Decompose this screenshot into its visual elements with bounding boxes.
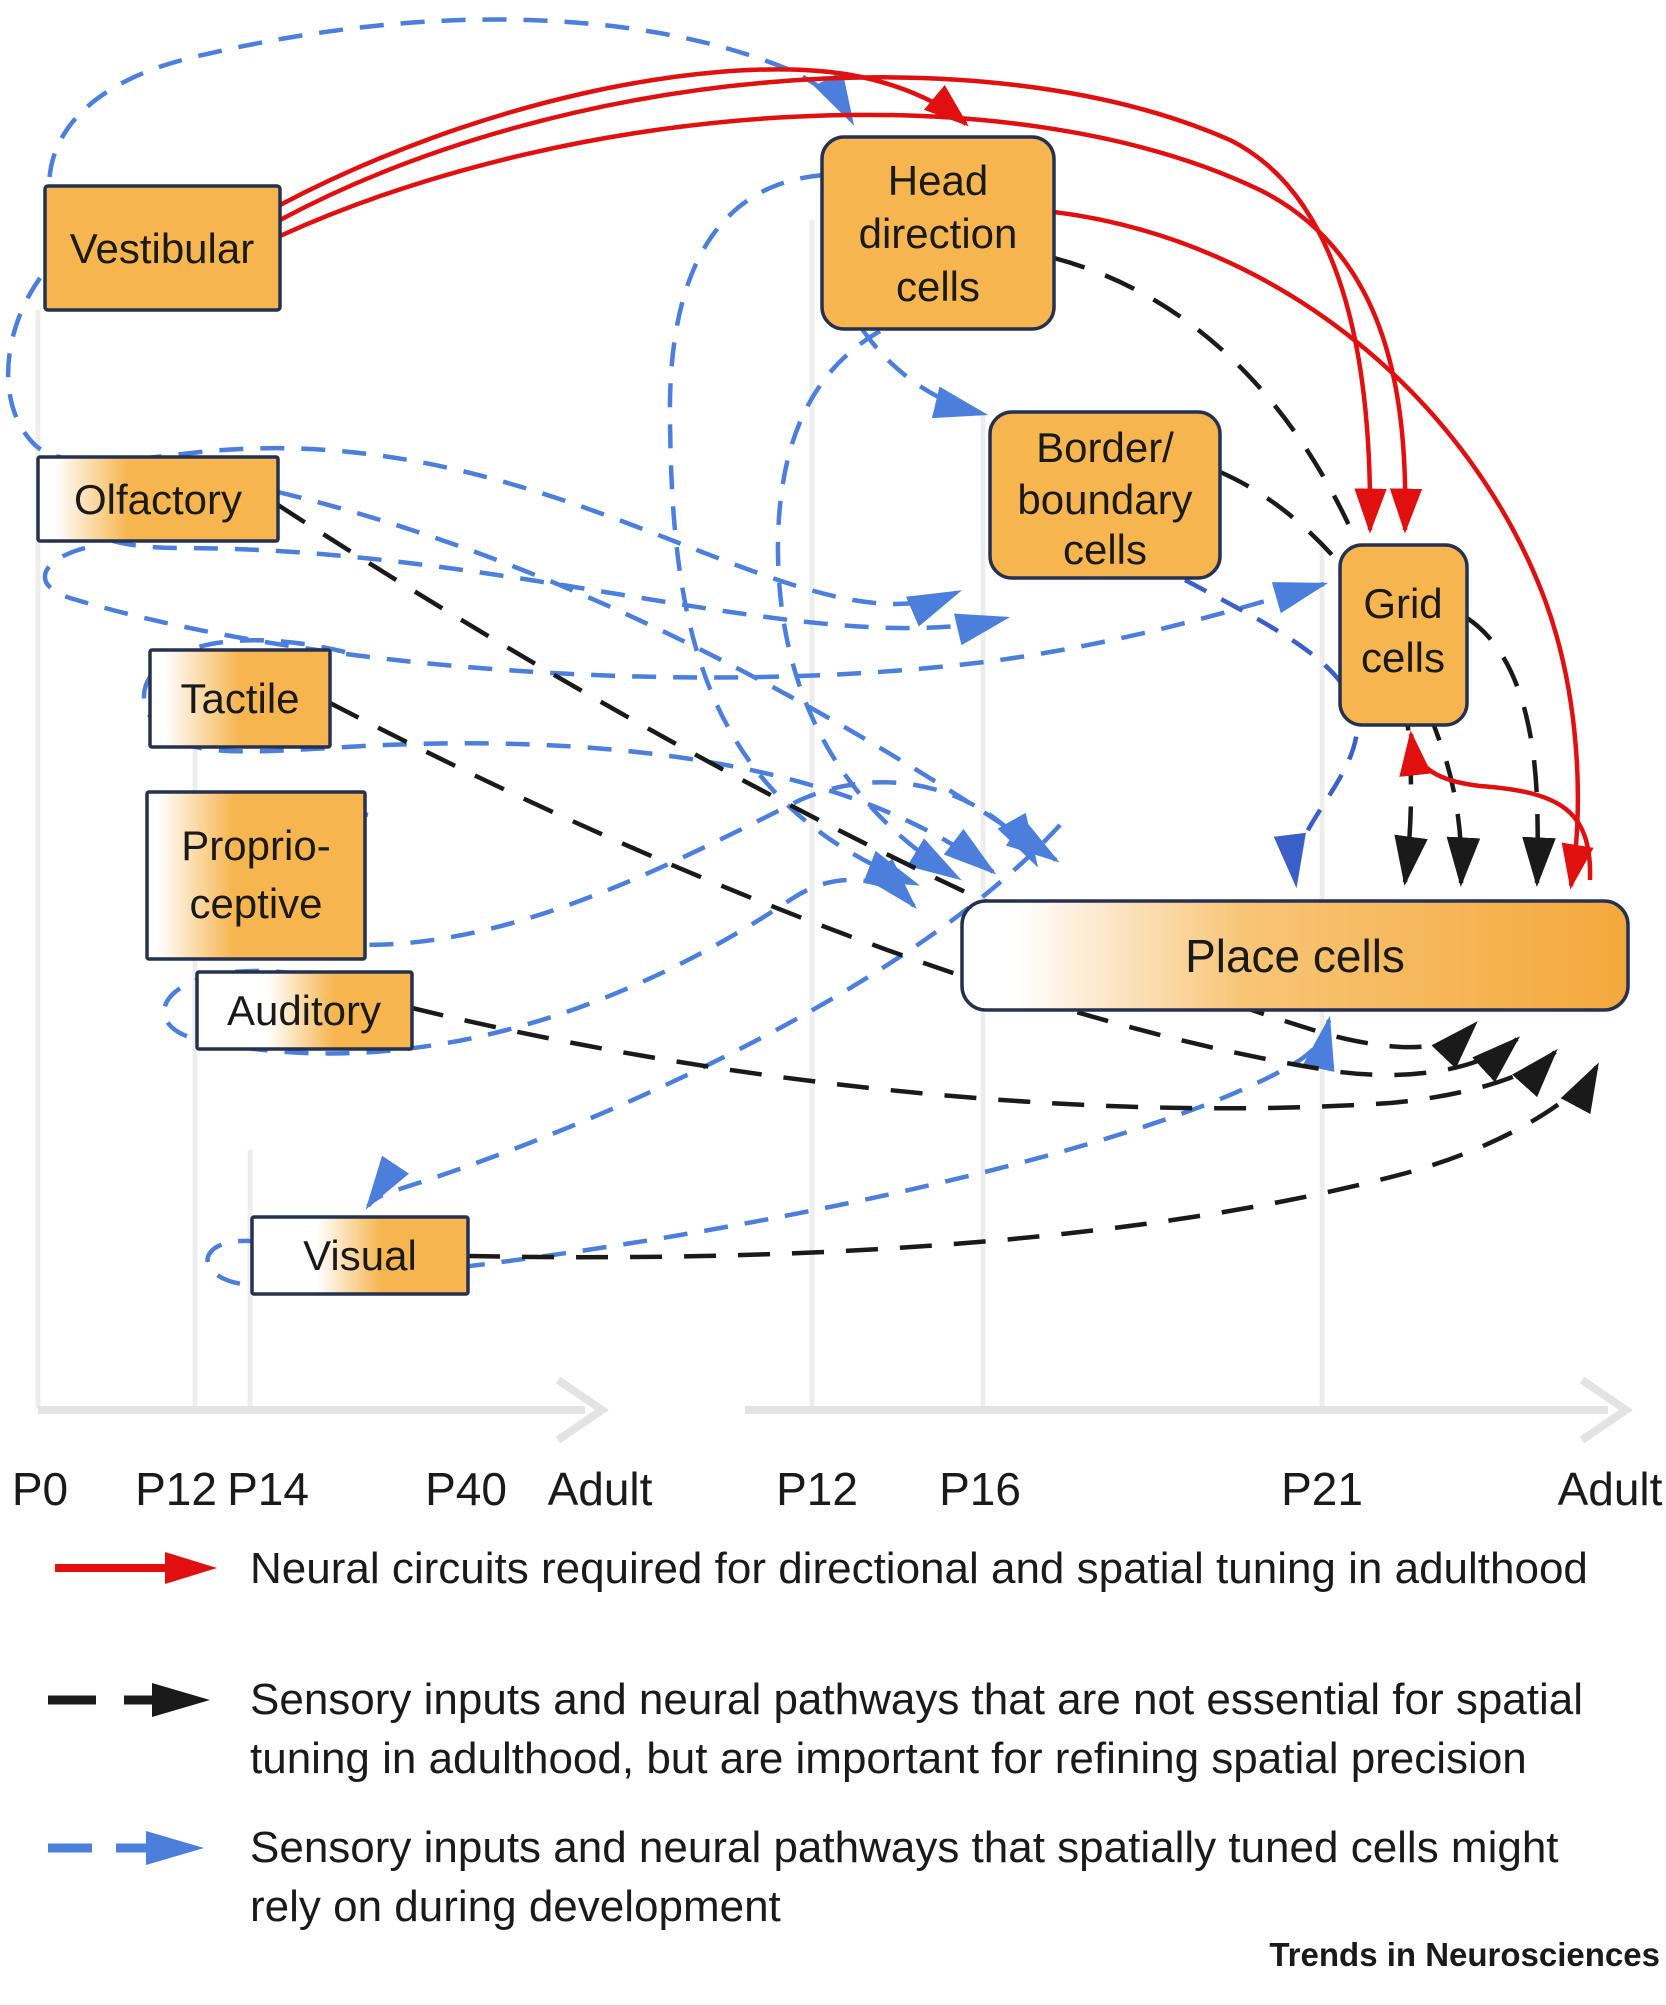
blue-path-proprioceptive-to-place	[168, 779, 1039, 948]
black-path-tactile-to-place	[328, 701, 1520, 1083]
right-axis-label-adult: Adult	[1558, 1463, 1663, 1515]
black-path-border-boundary-to-place	[1219, 469, 1481, 887]
blue-path-head-direction-to-border-boundary	[860, 327, 989, 419]
red-path-vestibular-to-grid-1	[278, 75, 1387, 534]
blue-path-auditory-to-place	[162, 858, 917, 1056]
black-path-auditory-to-place	[411, 1005, 1558, 1111]
legend-red-arrow-icon	[55, 1552, 217, 1584]
olfactory-box	[36, 455, 280, 543]
blue-path-vestibular-to-head-direction	[46, 17, 855, 257]
blue-path-olfactory-to-border-boundary	[70, 467, 1011, 646]
place-box	[960, 899, 1630, 1012]
tactile-label: Tactile	[180, 675, 299, 722]
right-axis-label-p21: P21	[1281, 1463, 1363, 1515]
grid-label-line1: Grid	[1363, 580, 1442, 627]
red-path-head-direction-to-place	[1053, 209, 1594, 890]
black-path-grid-to-place	[1465, 616, 1556, 887]
olfactory-label: Olfactory	[74, 476, 242, 523]
blue-path-head-direction-to-place	[775, 329, 962, 881]
place-label: Place cells	[1185, 930, 1405, 982]
black-path-visual-to-place	[467, 1062, 1599, 1260]
tactile-box	[148, 648, 332, 749]
border-boundary-label-line1: Border/	[1036, 424, 1174, 471]
grid-label-line2: cells	[1361, 634, 1445, 681]
black-path-head-direction-to-place	[1053, 255, 1428, 886]
blue-path-vestibular-loop-to-border-boundary	[5, 246, 962, 627]
border-boundary-box	[988, 410, 1222, 580]
proprioceptive-label-line1: Proprio-	[181, 822, 330, 869]
legend-black-text-line1: Sensory inputs and neural pathways that …	[250, 1675, 1583, 1724]
blue-path-lower-loop-to-grid	[42, 545, 1329, 680]
blue-path-to-visual	[365, 823, 1062, 1210]
vestibular-box	[43, 184, 282, 312]
head-direction-box	[820, 135, 1056, 331]
node-boxes	[36, 135, 1630, 1296]
red-path-vestibular-to-head-direction	[278, 67, 969, 207]
left-axis-label-adult: Adult	[548, 1463, 653, 1515]
border-boundary-label-line2: boundary	[1017, 476, 1192, 523]
axis-tick-labels: P0 P12 P14 P40 Adult P12 P16 P21 Adult	[12, 1463, 1663, 1515]
red-path-vestibular-to-grid-2	[279, 112, 1423, 534]
visual-box	[250, 1215, 470, 1296]
red-path-place-to-grid	[1399, 730, 1593, 881]
left-axis-label-p0: P0	[12, 1463, 68, 1515]
blue-dark-path-loop-to-place-top	[1183, 578, 1360, 889]
right-axis-label-p16: P16	[939, 1463, 1021, 1515]
auditory-label: Auditory	[227, 987, 381, 1034]
right-axis-arrowhead	[1579, 1376, 1634, 1444]
proprioceptive-label-line2: ceptive	[189, 880, 322, 927]
legend-blue-text-line2: rely on during development	[250, 1882, 781, 1931]
blue-path-visual-to-place-bottom	[205, 1015, 1335, 1288]
legend-black-text-line2: tuning in adulthood, but are important f…	[250, 1734, 1527, 1783]
journal-branding: Trends in Neurosciences	[1269, 1936, 1660, 1973]
head-direction-label-line2: direction	[859, 210, 1018, 257]
legend-blue-dashed-arrow-icon	[48, 1831, 204, 1865]
legend-blue-text-line1: Sensory inputs and neural pathways that …	[250, 1823, 1559, 1872]
blue-path-olfactory-diagonal-to-place	[277, 489, 1060, 863]
legend-black-dashed-arrow-icon	[48, 1683, 210, 1717]
visual-label: Visual	[303, 1232, 417, 1279]
auditory-box	[195, 970, 414, 1051]
left-axis-label-p40: P40	[425, 1463, 507, 1515]
left-axis-label-p12: P12	[135, 1463, 217, 1515]
timeline-axes	[38, 1376, 1634, 1444]
grid-box	[1338, 543, 1469, 727]
head-direction-label-line3: cells	[896, 263, 980, 310]
right-axis-label-p12: P12	[776, 1463, 858, 1515]
node-labels: Vestibular Olfactory Tactile Proprio- ce…	[70, 157, 1445, 1279]
red-solid-circuits	[278, 67, 1594, 890]
proprioceptive-box	[145, 790, 367, 961]
head-direction-label-line1: Head	[888, 157, 988, 204]
blue-path-head-direction-loop-to-place	[667, 172, 921, 887]
left-axis-label-p14: P14	[227, 1463, 309, 1515]
vestibular-label: Vestibular	[70, 225, 254, 272]
legend: Neural circuits required for directional…	[48, 1544, 1588, 1931]
left-axis-arrowhead	[555, 1376, 610, 1444]
legend-red-text: Neural circuits required for directional…	[250, 1544, 1588, 1593]
border-boundary-label-line3: cells	[1063, 526, 1147, 573]
